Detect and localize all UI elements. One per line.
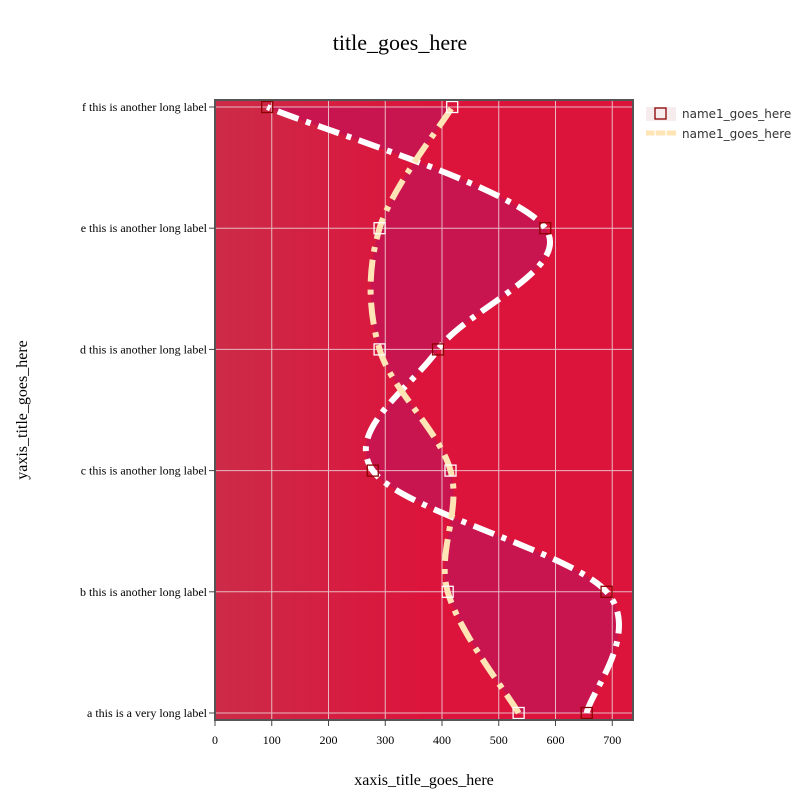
x-tick-label: 600 <box>547 733 565 747</box>
legend-marker-2 <box>654 127 667 140</box>
series-1-point[interactable] <box>539 222 552 235</box>
legend-label-1[interactable]: name1_goes_here <box>682 107 791 121</box>
series-1-point[interactable] <box>366 464 379 477</box>
x-tick-label: 300 <box>376 733 394 747</box>
series-1-point[interactable] <box>261 100 274 114</box>
plot-frame <box>214 99 634 721</box>
legend-swatch-1-bg <box>646 107 676 121</box>
y-tick-label: a this is a very long label <box>87 706 208 720</box>
y-tick-label: b this is another long label <box>80 585 208 599</box>
series-2-point[interactable] <box>373 343 386 356</box>
legend[interactable]: name1_goes_here name1_goes_here <box>646 107 791 141</box>
series-1-point[interactable] <box>580 706 593 720</box>
y-tick-label: d this is another long label <box>80 342 208 356</box>
series-1-point[interactable] <box>431 343 445 356</box>
legend-label-2[interactable]: name1_goes_here <box>682 127 791 141</box>
x-axis-title: xaxis_title_goes_here <box>354 772 494 789</box>
plot-area <box>214 99 634 721</box>
series-1-line <box>266 104 622 714</box>
x-tick-label: 0 <box>212 733 218 747</box>
y-tick-label: f this is another long label <box>82 100 208 114</box>
series-1-point[interactable] <box>600 585 613 598</box>
x-tick-label: 700 <box>603 733 621 747</box>
chart-title: title_goes_here <box>333 30 467 55</box>
y-axis: a this is a very long label b this is ano… <box>80 100 215 720</box>
series-2-point[interactable] <box>446 100 459 114</box>
series-2-point[interactable] <box>444 464 457 477</box>
x-tick-label: 400 <box>433 733 451 747</box>
y-axis-title: yaxis_title_goes_here <box>14 340 31 480</box>
x-axis: 0 100 200 300 400 500 600 700 <box>212 720 621 747</box>
series-2-line <box>367 105 522 715</box>
y-tick-label: e this is another long label <box>81 221 208 235</box>
x-tick-label: 100 <box>263 733 281 747</box>
x-tick-label: 500 <box>490 733 508 747</box>
x-tick-label: 200 <box>320 733 338 747</box>
legend-marker-1 <box>654 107 667 120</box>
series-2-point[interactable] <box>373 222 386 235</box>
y-tick-label: c this is another long label <box>81 464 208 478</box>
series-2-point[interactable] <box>441 585 454 598</box>
series-2-point[interactable] <box>512 706 525 720</box>
series-fill-region <box>267 107 619 713</box>
